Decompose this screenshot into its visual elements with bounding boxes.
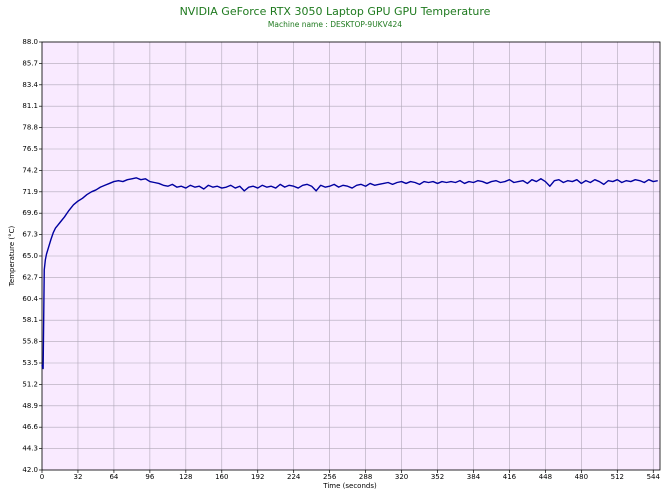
y-tick-label: 55.8 xyxy=(22,338,38,346)
y-tick-label: 85.7 xyxy=(22,59,38,67)
x-tick-label: 448 xyxy=(539,473,552,481)
x-tick-label: 320 xyxy=(395,473,408,481)
x-tick-label: 0 xyxy=(40,473,44,481)
x-tick-label: 96 xyxy=(145,473,154,481)
y-tick-label: 71.9 xyxy=(22,188,38,196)
chart-subtitle: Machine name : DESKTOP-9UKV424 xyxy=(268,20,402,29)
y-tick-label: 53.5 xyxy=(22,359,38,367)
y-tick-label: 46.6 xyxy=(22,423,38,431)
y-tick-label: 76.5 xyxy=(22,145,38,153)
y-tick-label: 65.0 xyxy=(22,252,38,260)
chart-title: NVIDIA GeForce RTX 3050 Laptop GPU GPU T… xyxy=(180,5,491,18)
y-axis-label: Temperature (°C) xyxy=(8,226,16,288)
y-tick-label: 60.4 xyxy=(22,295,38,303)
x-tick-label: 544 xyxy=(647,473,661,481)
x-tick-label: 128 xyxy=(179,473,192,481)
y-tick-label: 48.9 xyxy=(22,402,38,410)
x-tick-label: 32 xyxy=(73,473,82,481)
y-tick-label: 44.3 xyxy=(22,445,38,453)
x-tick-label: 480 xyxy=(575,473,588,481)
y-tick-label: 51.2 xyxy=(22,380,38,388)
x-tick-label: 160 xyxy=(215,473,228,481)
x-tick-label: 384 xyxy=(467,473,481,481)
y-tick-label: 42.0 xyxy=(22,466,38,474)
x-tick-label: 256 xyxy=(323,473,337,481)
x-tick-label: 288 xyxy=(359,473,372,481)
y-tick-label: 74.2 xyxy=(22,166,38,174)
y-tick-label: 58.1 xyxy=(22,316,38,324)
y-tick-label: 78.8 xyxy=(22,124,38,132)
x-tick-label: 64 xyxy=(109,473,118,481)
y-tick-label: 69.6 xyxy=(22,209,38,217)
y-tick-label: 67.3 xyxy=(22,231,38,239)
plot-frame xyxy=(41,41,661,471)
x-tick-label: 192 xyxy=(251,473,264,481)
y-tick-label: 83.4 xyxy=(22,81,38,89)
x-tick-label: 512 xyxy=(611,473,624,481)
y-tick-label: 81.1 xyxy=(22,102,38,110)
data-line xyxy=(41,177,658,370)
x-axis-label: Time (seconds) xyxy=(322,482,377,490)
x-tick-label: 352 xyxy=(431,473,444,481)
y-tick-label: 62.7 xyxy=(22,273,38,281)
y-tick-label: 88.0 xyxy=(22,38,38,46)
x-tick-label: 224 xyxy=(287,473,301,481)
x-tick-label: 416 xyxy=(503,473,517,481)
